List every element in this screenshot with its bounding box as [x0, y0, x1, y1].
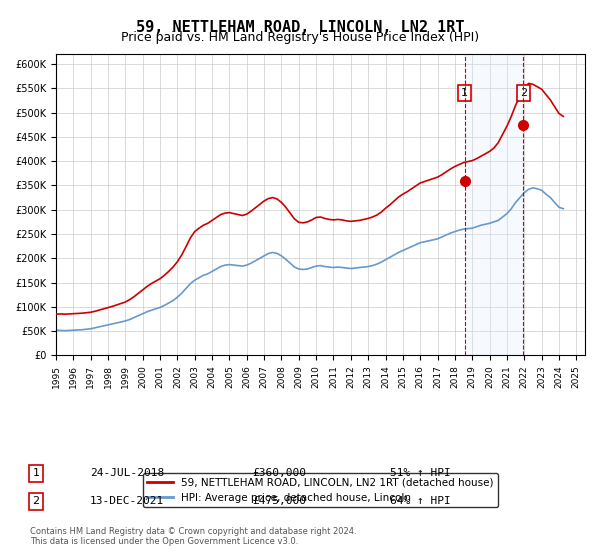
Text: 59, NETTLEHAM ROAD, LINCOLN, LN2 1RT: 59, NETTLEHAM ROAD, LINCOLN, LN2 1RT: [136, 20, 464, 35]
Text: 13-DEC-2021: 13-DEC-2021: [90, 496, 164, 506]
Text: £475,000: £475,000: [252, 496, 306, 506]
Text: 51% ↑ HPI: 51% ↑ HPI: [390, 468, 451, 478]
Text: 1: 1: [32, 468, 40, 478]
Legend: 59, NETTLEHAM ROAD, LINCOLN, LN2 1RT (detached house), HPI: Average price, detac: 59, NETTLEHAM ROAD, LINCOLN, LN2 1RT (de…: [143, 473, 498, 507]
Text: Contains HM Land Registry data © Crown copyright and database right 2024.
This d: Contains HM Land Registry data © Crown c…: [30, 526, 356, 546]
Text: 2: 2: [520, 88, 527, 98]
Text: 64% ↑ HPI: 64% ↑ HPI: [390, 496, 451, 506]
Text: 24-JUL-2018: 24-JUL-2018: [90, 468, 164, 478]
Text: 2: 2: [32, 496, 40, 506]
Text: £360,000: £360,000: [252, 468, 306, 478]
Text: Price paid vs. HM Land Registry's House Price Index (HPI): Price paid vs. HM Land Registry's House …: [121, 31, 479, 44]
Text: 1: 1: [461, 88, 468, 98]
Bar: [464, 54, 523, 356]
